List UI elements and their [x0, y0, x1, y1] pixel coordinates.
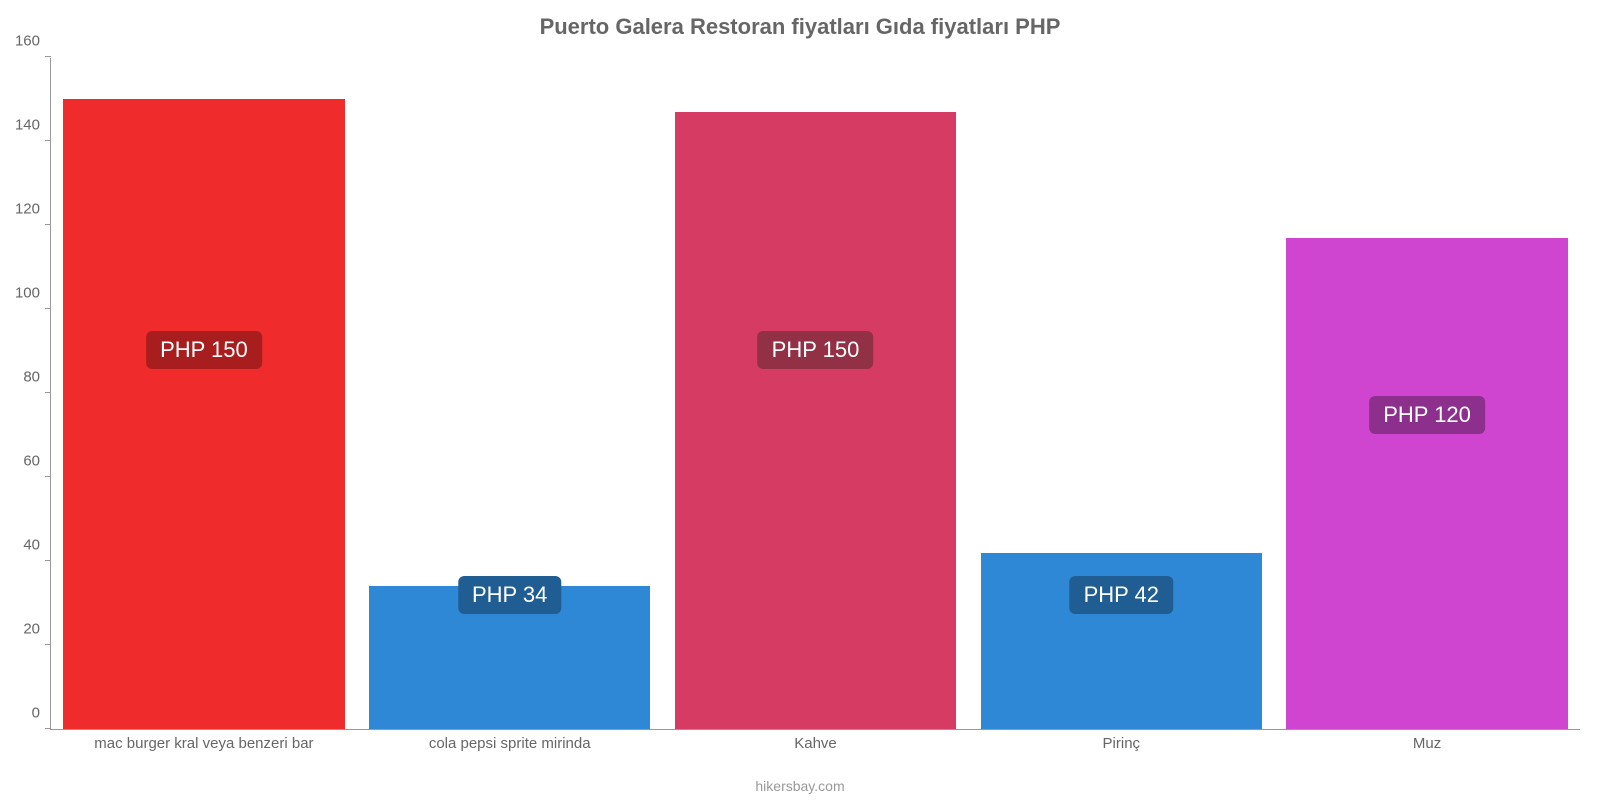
y-tick-mark [45, 224, 51, 225]
y-tick-mark [45, 728, 51, 729]
bar-value-badge: PHP 120 [1369, 396, 1485, 434]
y-tick-mark [45, 140, 51, 141]
bar-value-badge: PHP 150 [758, 331, 874, 369]
x-axis-label: Pirinç [968, 735, 1274, 752]
bar [63, 99, 344, 729]
y-tick-label: 20 [0, 621, 40, 638]
y-tick-mark [45, 476, 51, 477]
x-axis-label: cola pepsi sprite mirinda [357, 735, 663, 752]
x-axis-labels: mac burger kral veya benzeri barcola pep… [51, 735, 1580, 752]
plot-area: PHP 150PHP 34PHP 150PHP 42PHP 120 mac bu… [50, 58, 1580, 730]
bar-slot: PHP 42 [968, 58, 1274, 729]
bar-slot: PHP 150 [51, 58, 357, 729]
bar-slot: PHP 34 [357, 58, 663, 729]
bar-value-badge: PHP 42 [1070, 576, 1173, 614]
bar-slot: PHP 120 [1274, 58, 1580, 729]
bar-value-badge: PHP 34 [458, 576, 561, 614]
y-tick-label: 80 [0, 369, 40, 386]
bar-slot: PHP 150 [663, 58, 969, 729]
y-tick-mark [45, 56, 51, 57]
y-tick-mark [45, 560, 51, 561]
y-tick-label: 100 [0, 285, 40, 302]
y-tick-label: 140 [0, 117, 40, 134]
y-tick-mark [45, 392, 51, 393]
bar-value-badge: PHP 150 [146, 331, 262, 369]
x-axis-label: Kahve [663, 735, 969, 752]
y-tick-label: 60 [0, 453, 40, 470]
x-axis-label: Muz [1274, 735, 1580, 752]
bar [1286, 238, 1567, 729]
y-tick-label: 160 [0, 33, 40, 50]
y-tick-label: 40 [0, 537, 40, 554]
y-tick-label: 120 [0, 201, 40, 218]
bar [675, 112, 956, 729]
y-tick-label: 0 [0, 705, 40, 722]
y-tick-mark [45, 644, 51, 645]
y-tick-mark [45, 308, 51, 309]
chart-title: Puerto Galera Restoran fiyatları Gıda fi… [0, 0, 1600, 40]
bars-container: PHP 150 PHP 34 PHP 150 PHP 42 PHP 120 [51, 58, 1580, 729]
x-axis-label: mac burger kral veya benzeri bar [51, 735, 357, 752]
chart-footer: hikersbay.com [0, 778, 1600, 794]
y-axis: 020406080100120140160 [0, 58, 45, 730]
chart-area: 020406080100120140160 PHP 150PHP 34PHP 1… [50, 58, 1580, 730]
